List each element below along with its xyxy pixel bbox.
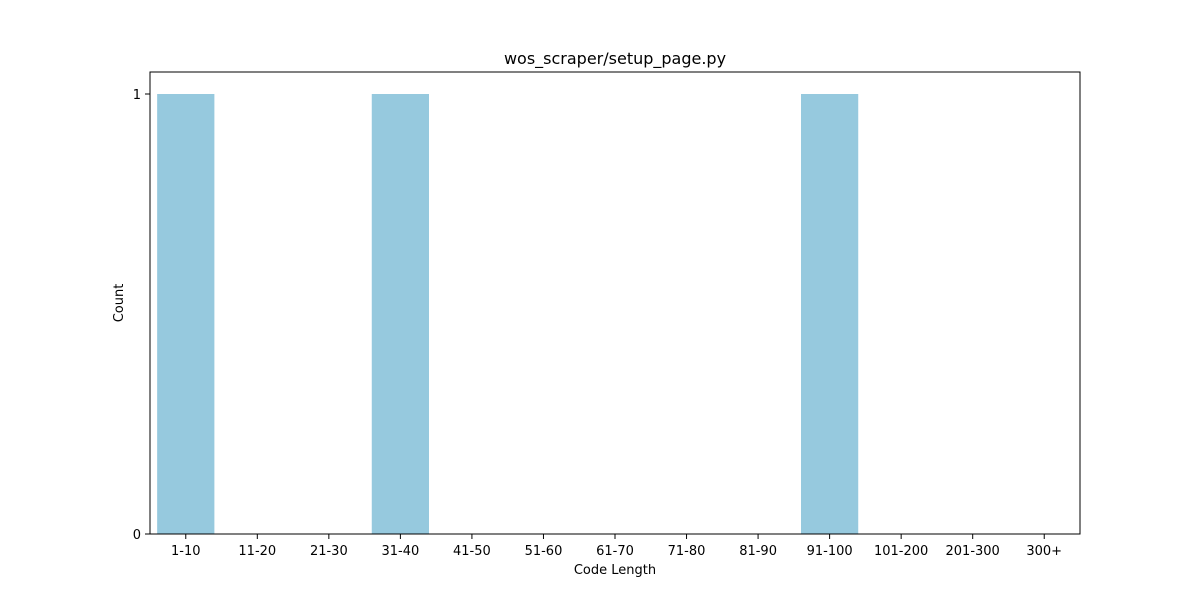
x-tick-label: 61-70 (596, 544, 634, 559)
bars (157, 94, 859, 534)
y-tick-label: 0 (133, 528, 141, 543)
x-tick-label: 71-80 (668, 544, 706, 559)
chart-title: wos_scraper/setup_page.py (504, 49, 726, 69)
x-tick-label: 21-30 (310, 544, 348, 559)
x-tick-label: 91-100 (807, 544, 853, 559)
x-tick-label: 41-50 (453, 544, 491, 559)
x-tick-label: 300+ (1026, 544, 1062, 559)
x-tick-label: 201-300 (946, 544, 1000, 559)
x-tick-label: 1-10 (171, 544, 201, 559)
x-tick-label: 11-20 (238, 544, 276, 559)
bar-31-40 (371, 94, 429, 534)
y-axis-label: Count (112, 284, 127, 323)
bar-91-100 (801, 94, 859, 534)
x-tick-label: 101-200 (874, 544, 928, 559)
x-axis-label: Code Length (574, 563, 656, 578)
y-axis-ticks: 01 (133, 88, 150, 543)
bar-1-10 (157, 94, 215, 534)
plot-area-frame (149, 71, 1081, 535)
x-tick-label: 81-90 (739, 544, 777, 559)
x-tick-label: 51-60 (525, 544, 563, 559)
y-tick-label: 1 (133, 88, 141, 103)
x-tick-label: 31-40 (381, 544, 419, 559)
x-axis-ticks: 1-10 11-20 21-30 31-40 41-50 51-60 61-70 71-80 8… (171, 534, 1062, 559)
